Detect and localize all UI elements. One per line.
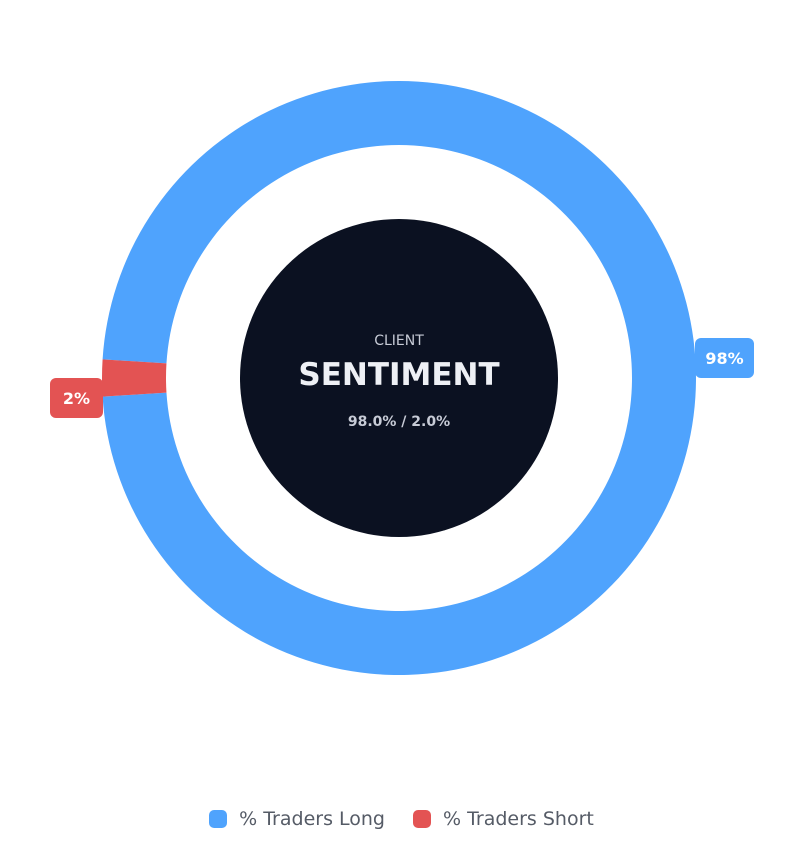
center-label-sentiment: SENTIMENT bbox=[298, 357, 499, 393]
chart-legend: % Traders Long % Traders Short bbox=[0, 804, 803, 834]
legend-label-short: % Traders Short bbox=[442, 808, 594, 830]
legend-swatch-long bbox=[209, 810, 228, 828]
legend-swatch-short bbox=[412, 810, 431, 828]
data-label-short: 2% bbox=[50, 378, 103, 418]
donut-slices bbox=[102, 80, 696, 676]
data-labels: 98% 2% bbox=[50, 338, 754, 418]
data-label-long-text: 98% bbox=[705, 349, 743, 368]
center-label-client: CLIENT bbox=[374, 333, 424, 349]
center-disc bbox=[240, 219, 558, 537]
slice-traders-short[interactable] bbox=[102, 359, 167, 397]
data-label-long-badge bbox=[695, 338, 754, 378]
data-label-short-text: 2% bbox=[63, 389, 90, 408]
legend-item-long[interactable]: % Traders Long bbox=[209, 808, 385, 830]
legend-label-long: % Traders Long bbox=[239, 808, 385, 830]
center-ratio-readout: 98.0% / 2.0% bbox=[348, 414, 450, 430]
legend-item-short[interactable]: % Traders Short bbox=[412, 808, 594, 830]
data-label-long: 98% bbox=[695, 338, 754, 378]
data-label-short-badge bbox=[50, 378, 103, 418]
